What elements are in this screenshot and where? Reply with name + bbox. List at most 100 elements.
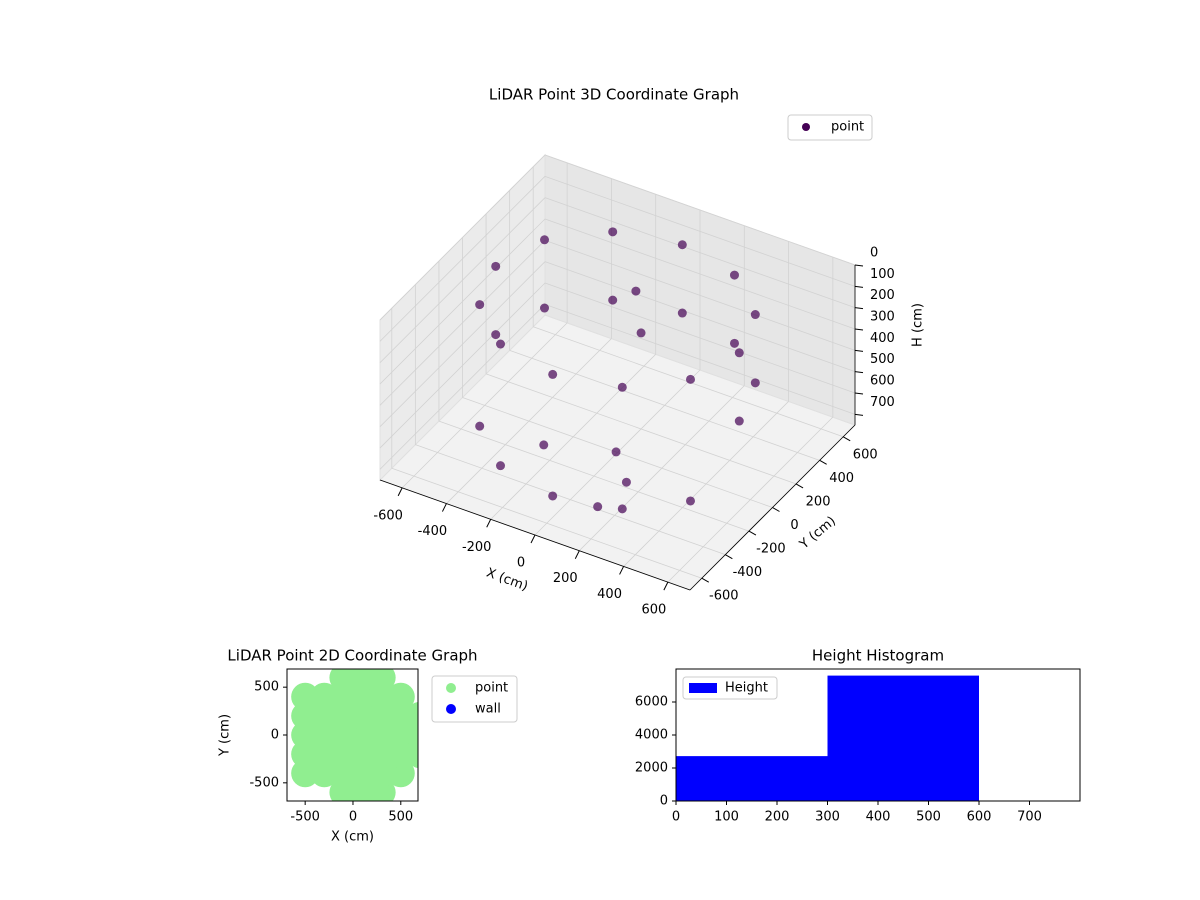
grid-line xyxy=(379,218,546,385)
legend-label: Height xyxy=(725,681,768,696)
point xyxy=(729,270,739,280)
z-tick-label: 700 xyxy=(870,395,895,410)
y-axis-label: Y (cm) xyxy=(218,714,233,757)
point xyxy=(496,339,506,349)
point xyxy=(496,461,506,471)
bar xyxy=(676,756,828,801)
point xyxy=(617,504,627,514)
point xyxy=(491,330,501,340)
y-tick xyxy=(795,483,804,489)
y-tick xyxy=(748,530,757,536)
point xyxy=(608,295,618,305)
bar xyxy=(827,675,979,801)
point xyxy=(685,374,695,384)
x-tick xyxy=(530,534,536,544)
x-tick-label: -600 xyxy=(373,508,403,523)
point xyxy=(729,338,739,348)
axis-line xyxy=(379,479,691,591)
y-tick-label: 6000 xyxy=(635,695,668,710)
y-tick-label: -500 xyxy=(249,775,279,790)
x-tick-label: 600 xyxy=(967,810,992,825)
x-tick-label: 400 xyxy=(597,587,622,602)
y-tick-label: 0 xyxy=(271,728,279,743)
point xyxy=(611,447,621,457)
chart-title: LiDAR Point 2D Coordinate Graph xyxy=(227,647,477,665)
point xyxy=(621,477,631,487)
x-axis-label: X (cm) xyxy=(331,830,374,845)
point xyxy=(548,369,558,379)
z-tick-label: 0 xyxy=(870,246,878,261)
x-tick xyxy=(619,566,625,575)
y-tick-label: 2000 xyxy=(635,761,668,776)
x-tick-label: 200 xyxy=(553,571,578,586)
y-tick xyxy=(842,436,851,442)
x-tick-label: -400 xyxy=(418,524,448,539)
grid-line xyxy=(379,282,546,449)
x-tick-label: -200 xyxy=(462,540,492,555)
y-tick-label: -400 xyxy=(733,565,763,580)
point xyxy=(491,261,501,271)
grid-line xyxy=(379,154,546,321)
y-tick-label: 400 xyxy=(829,471,854,486)
grid-line xyxy=(544,261,856,373)
x-tick-label: 300 xyxy=(815,810,840,825)
y-tick-label: 200 xyxy=(806,494,831,509)
x-tick-label: 400 xyxy=(866,810,891,825)
grid-line xyxy=(544,154,856,266)
x-tick xyxy=(574,550,580,559)
point xyxy=(386,682,415,711)
legend-label: point xyxy=(475,681,508,696)
grid-line xyxy=(485,373,797,485)
legend-marker xyxy=(802,123,810,131)
legend-box xyxy=(787,114,873,141)
z-tick xyxy=(854,349,864,352)
x-tick xyxy=(486,519,492,528)
grid-line xyxy=(438,420,750,532)
x-tick-label: 100 xyxy=(714,810,739,825)
point xyxy=(750,310,760,320)
point xyxy=(636,328,646,338)
z-tick xyxy=(854,413,864,416)
point xyxy=(405,702,418,730)
point xyxy=(540,235,550,245)
grid-line xyxy=(379,176,546,342)
x-tick-label: 0 xyxy=(517,556,525,571)
point xyxy=(548,491,558,501)
legend-patch xyxy=(689,683,717,693)
z-tick xyxy=(854,392,864,395)
z-tick-label: 300 xyxy=(870,310,895,325)
point xyxy=(631,286,641,296)
x-tick-label: 500 xyxy=(388,810,413,825)
y-tick xyxy=(701,577,710,583)
y-tick-label: -200 xyxy=(756,542,786,557)
plot-area xyxy=(291,669,418,801)
grid-line xyxy=(509,349,820,461)
x-tick xyxy=(441,503,447,512)
legend-label: point xyxy=(831,120,864,135)
point xyxy=(734,348,744,358)
grid-line xyxy=(544,197,856,309)
y-tick xyxy=(772,507,780,512)
z-tick-label: 200 xyxy=(870,288,895,303)
point xyxy=(617,382,627,392)
x-tick-label: 200 xyxy=(765,810,790,825)
legend-box xyxy=(682,676,778,700)
point xyxy=(367,669,396,692)
point xyxy=(475,300,485,310)
grid-line xyxy=(415,444,726,556)
point xyxy=(475,421,485,431)
grid-line xyxy=(379,304,546,470)
point xyxy=(685,496,695,506)
z-tick xyxy=(854,328,864,331)
grid-line xyxy=(379,240,546,406)
y-tick xyxy=(819,459,827,465)
z-axis-label: H (cm) xyxy=(911,303,926,347)
point xyxy=(677,240,687,250)
point xyxy=(540,303,550,313)
grid-line xyxy=(379,261,546,427)
z-tick-label: 500 xyxy=(870,352,895,367)
legend-marker xyxy=(446,683,456,693)
point xyxy=(386,759,415,788)
point xyxy=(734,416,744,426)
z-tick-label: 400 xyxy=(870,331,895,346)
